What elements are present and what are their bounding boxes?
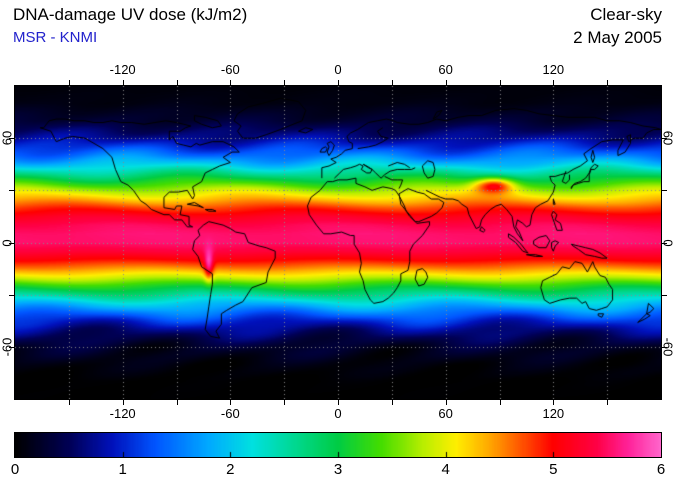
sky-condition-label: Clear-sky bbox=[590, 5, 662, 24]
lat-tick-label-left: 0 bbox=[0, 238, 15, 247]
lat-tick-mark-right bbox=[662, 295, 667, 296]
lat-tick-label-right: 60 bbox=[660, 130, 676, 146]
lon-tick-mark-bottom bbox=[392, 400, 393, 405]
lon-tick-mark-bottom bbox=[338, 400, 339, 405]
lat-tick-mark-right bbox=[662, 347, 667, 348]
lon-tick-label-top: 60 bbox=[438, 62, 453, 77]
lon-tick-mark-bottom bbox=[123, 400, 124, 405]
lon-tick-mark-top bbox=[607, 80, 608, 85]
colorbar-tick-label: 6 bbox=[656, 461, 666, 478]
lon-tick-mark-top bbox=[177, 80, 178, 85]
lon-tick-mark-top bbox=[500, 80, 501, 85]
lon-tick-mark-bottom bbox=[446, 400, 447, 405]
lon-tick-label-bottom: -60 bbox=[220, 406, 240, 421]
lat-tick-mark-left bbox=[9, 243, 14, 244]
lon-tick-mark-top bbox=[338, 80, 339, 85]
lon-tick-mark-bottom bbox=[607, 400, 608, 405]
colorbar-canvas bbox=[15, 433, 661, 457]
data-source-label: MSR - KNMI bbox=[13, 29, 98, 46]
lon-tick-label-top: 120 bbox=[542, 62, 565, 77]
lon-tick-mark-bottom bbox=[69, 400, 70, 405]
date-label: 2 May 2005 bbox=[573, 28, 662, 47]
lon-tick-mark-top bbox=[553, 80, 554, 85]
world-uv-heatmap-canvas bbox=[15, 86, 661, 399]
lon-tick-label-top: -120 bbox=[109, 62, 136, 77]
lon-tick-label-bottom: 120 bbox=[542, 406, 565, 421]
colorbar-tick-label: 3 bbox=[333, 461, 343, 478]
lon-tick-mark-top bbox=[69, 80, 70, 85]
lon-tick-mark-top bbox=[392, 80, 393, 85]
lon-tick-label-bottom: 0 bbox=[334, 406, 342, 421]
lon-tick-mark-top bbox=[446, 80, 447, 85]
lon-tick-mark-top bbox=[230, 80, 231, 85]
lon-tick-mark-bottom bbox=[177, 400, 178, 405]
lon-tick-mark-bottom bbox=[284, 400, 285, 405]
lon-tick-label-top: -60 bbox=[220, 62, 240, 77]
colorbar-tick-label: 5 bbox=[549, 461, 558, 478]
lon-tick-label-top: 0 bbox=[334, 62, 342, 77]
lat-tick-mark-right bbox=[662, 243, 667, 244]
colorbar-tick-label: 2 bbox=[226, 461, 235, 478]
lat-tick-label-right: -60 bbox=[660, 337, 676, 357]
colorbar-tick-label: 4 bbox=[441, 461, 450, 478]
colorbar-tick-label: 1 bbox=[118, 461, 127, 478]
lat-tick-mark-left bbox=[9, 295, 14, 296]
lon-tick-label-bottom: -120 bbox=[109, 406, 136, 421]
map-frame bbox=[14, 85, 662, 400]
page-title: DNA-damage UV dose (kJ/m2) bbox=[13, 5, 248, 24]
lon-tick-mark-bottom bbox=[230, 400, 231, 405]
lon-tick-label-bottom: 60 bbox=[438, 406, 453, 421]
lat-tick-mark-left bbox=[9, 190, 14, 191]
colorbar-tick-label: 0 bbox=[10, 461, 20, 478]
header-right: Clear-sky 2 May 2005 bbox=[573, 5, 662, 48]
lon-tick-mark-top bbox=[123, 80, 124, 85]
lon-tick-mark-top bbox=[284, 80, 285, 85]
colorbar-frame bbox=[14, 432, 662, 458]
lat-tick-label-left: 60 bbox=[0, 130, 15, 146]
lat-tick-label-right: 0 bbox=[660, 238, 676, 247]
lat-tick-mark-right bbox=[662, 190, 667, 191]
lat-tick-mark-right bbox=[662, 138, 667, 139]
lon-tick-mark-bottom bbox=[553, 400, 554, 405]
lat-tick-label-left: -60 bbox=[0, 337, 15, 357]
lon-tick-mark-bottom bbox=[500, 400, 501, 405]
lat-tick-mark-left bbox=[9, 138, 14, 139]
lat-tick-mark-left bbox=[9, 347, 14, 348]
